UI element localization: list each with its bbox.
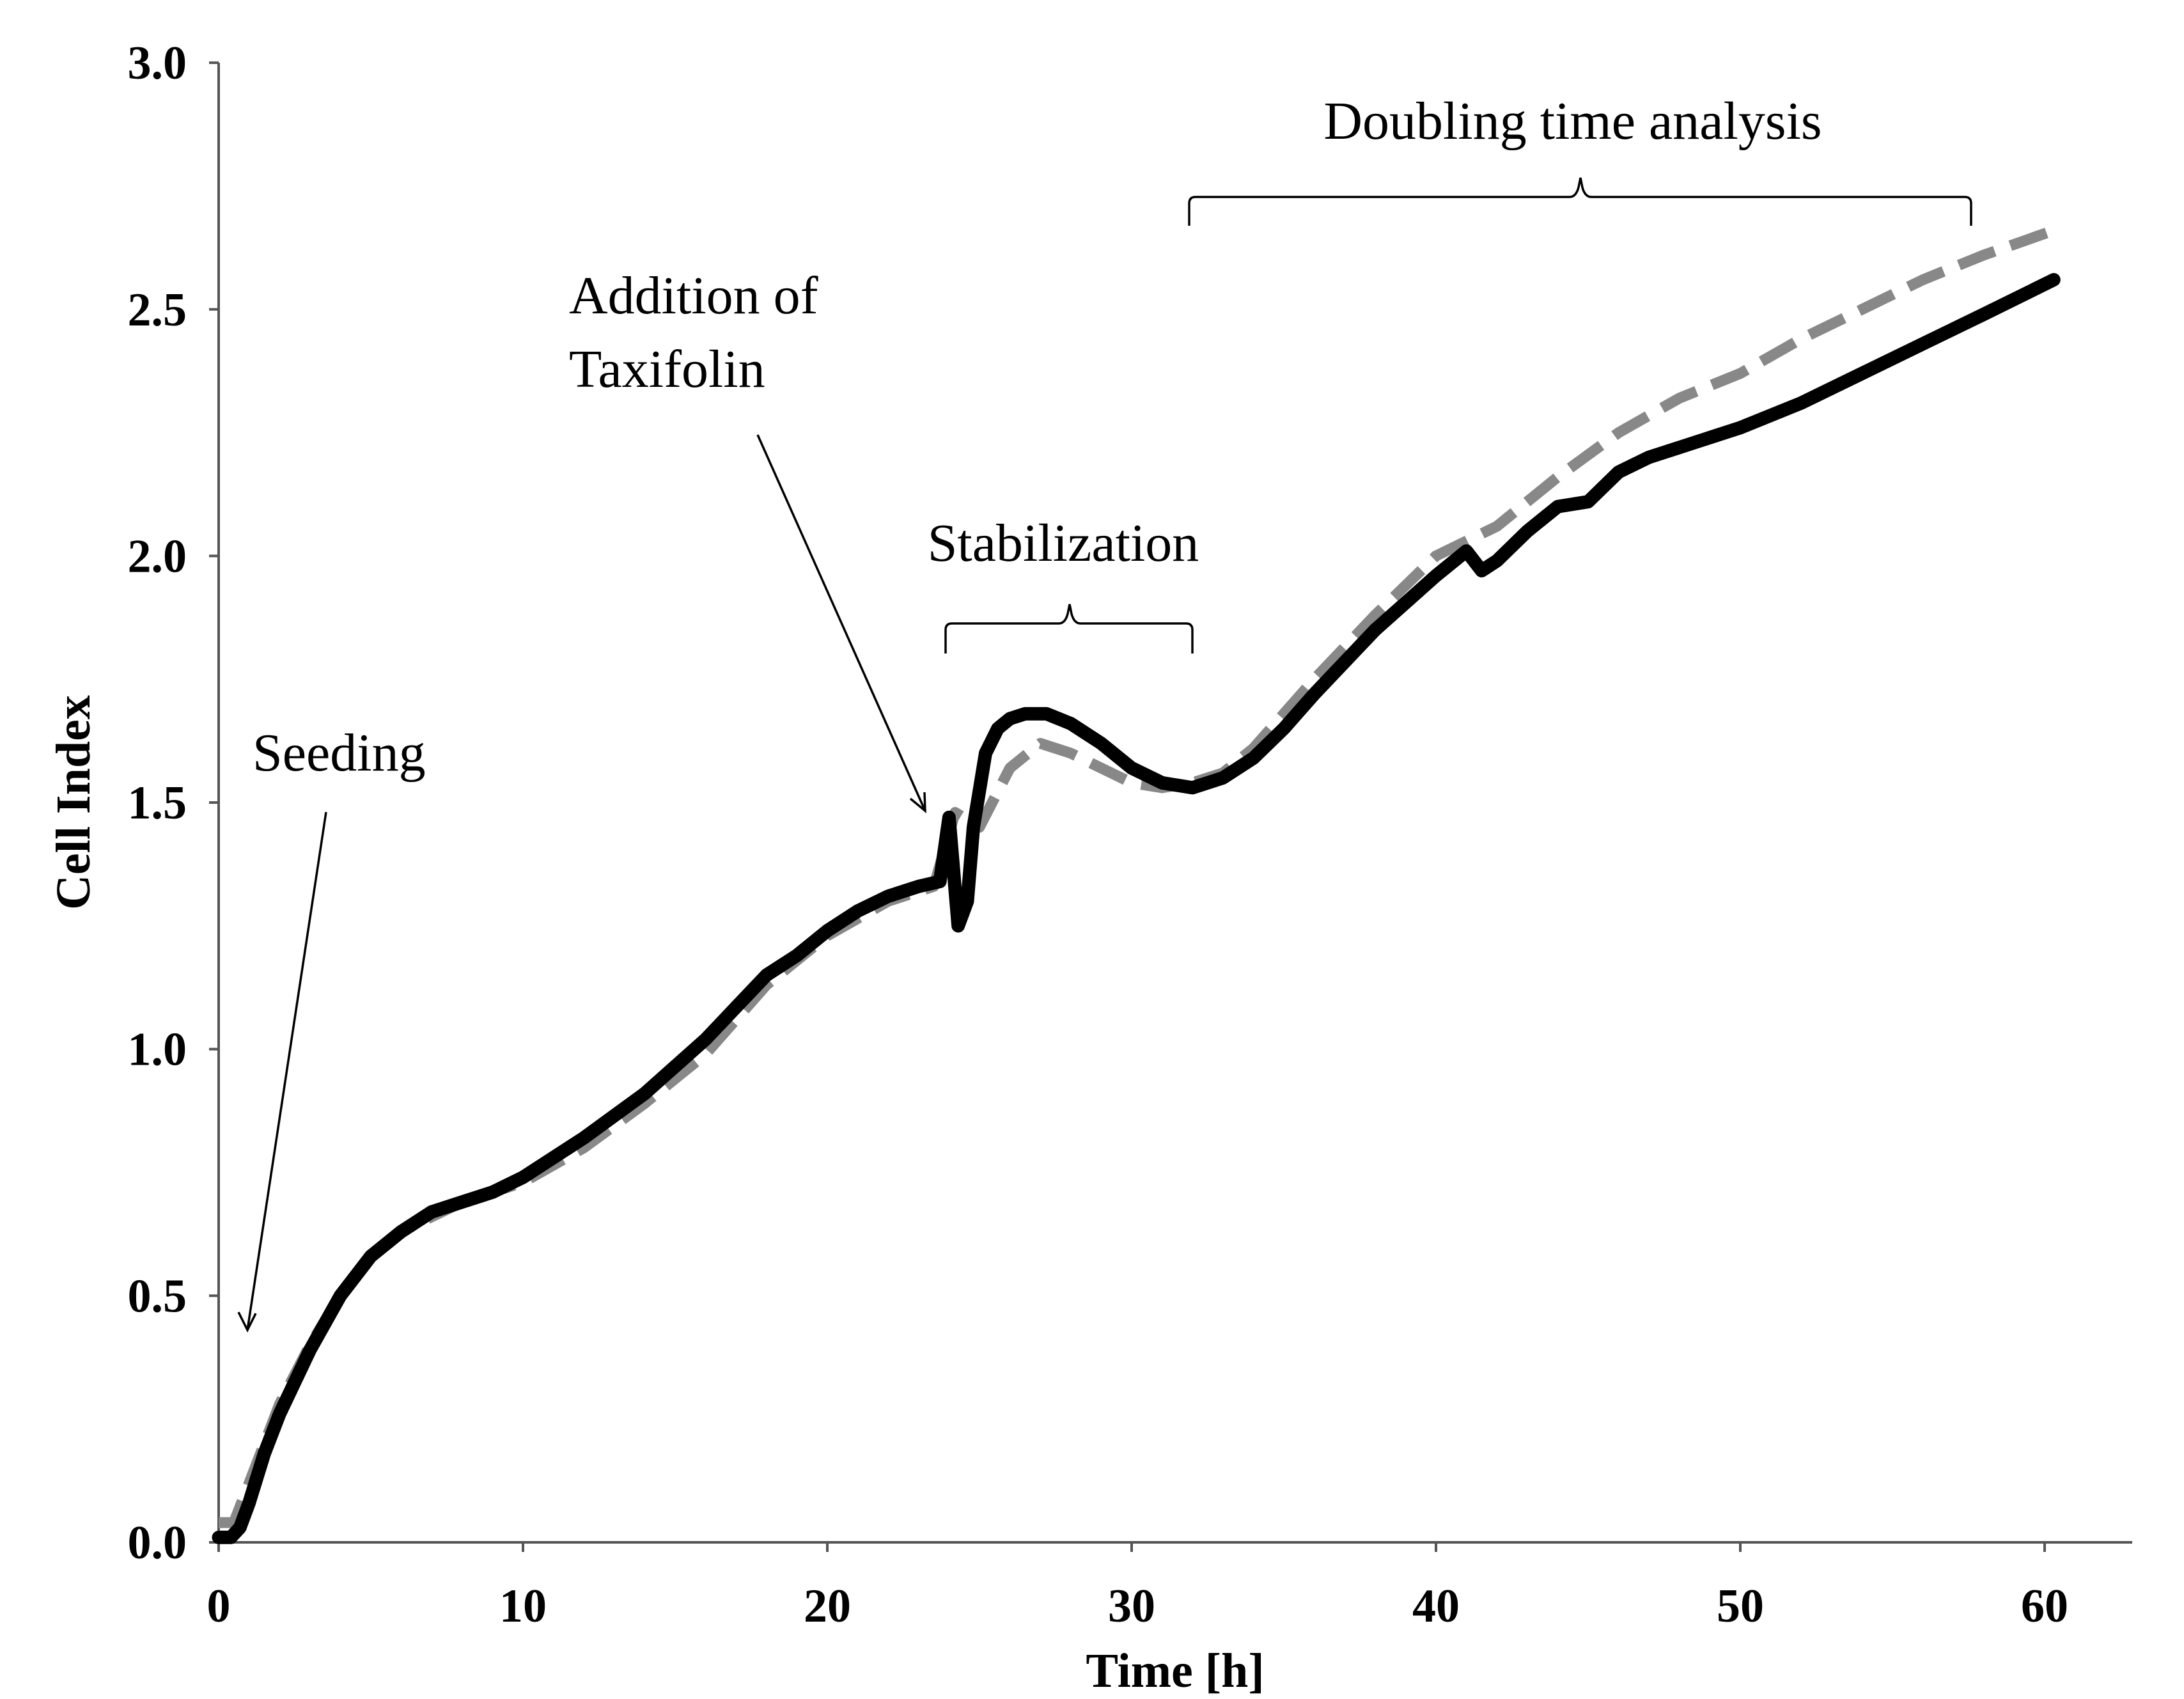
annotation-stabilization: Stabilization: [928, 513, 1199, 654]
y-tick-label: 0.5: [128, 1270, 187, 1322]
axes: [217, 63, 2132, 1544]
series-line-black-solid: [212, 273, 2061, 1544]
annotation-doubling-label: Doubling time analysis: [1323, 91, 1821, 151]
x-tick-label: 20: [804, 1580, 851, 1632]
annotation-seeding-label: Seeding: [253, 723, 426, 783]
x-tick-label: 50: [1717, 1580, 1764, 1632]
seeding-arrowhead: [237, 1311, 257, 1333]
y-ticks: 0.0 0.5 1.0 1.5 2.0 2.5 3.0: [128, 37, 219, 1569]
x-tick-label: 30: [1108, 1580, 1155, 1632]
y-tick-label: 3.0: [128, 37, 187, 90]
annotation-taxifolin-line2: Taxifolin: [569, 340, 765, 399]
x-tick-label: 0: [207, 1580, 231, 1632]
y-axis-title: Cell Index: [47, 695, 100, 910]
annotation-stabilization-label: Stabilization: [928, 513, 1199, 573]
x-tick-label: 60: [2021, 1580, 2068, 1632]
annotation-seeding: Seeding: [237, 723, 426, 1333]
stabilization-bracket: [944, 604, 1194, 654]
series-layer: [212, 225, 2061, 1544]
x-ticks: 0 10 20 30 40 50 60: [207, 1542, 2068, 1632]
x-tick-label: 10: [499, 1580, 547, 1632]
y-tick-label: 2.5: [128, 284, 187, 336]
taxifolin-arrowhead: [909, 792, 926, 813]
x-axis-title: Time [h]: [1086, 1644, 1264, 1698]
taxifolin-arrow: [756, 434, 926, 811]
y-tick-label: 0.0: [128, 1517, 187, 1569]
annotation-doubling: Doubling time analysis: [1188, 91, 1972, 226]
y-tick-label: 2.0: [128, 530, 187, 583]
annotation-taxifolin-line1: Addition of: [569, 266, 818, 325]
annotation-taxifolin: Addition of Taxifolin: [569, 266, 926, 813]
seeding-arrow: [246, 811, 327, 1331]
y-tick-label: 1.5: [128, 777, 187, 829]
doubling-bracket: [1188, 177, 1972, 226]
series-line-gray-dashed: [219, 225, 2056, 1528]
x-tick-label: 40: [1412, 1580, 1460, 1632]
y-tick-label: 1.0: [128, 1024, 187, 1076]
